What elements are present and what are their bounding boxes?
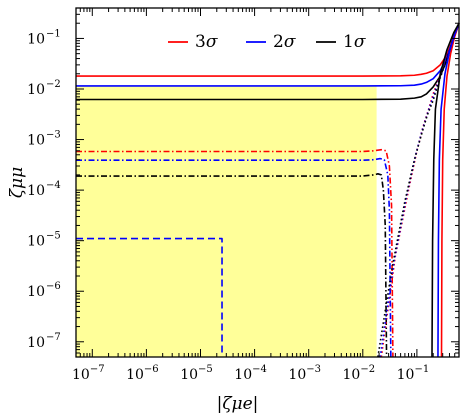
x-tick-exponent: −1	[414, 364, 429, 375]
legend-label: 3σ	[195, 32, 218, 52]
y-axis-label: ζμμ	[7, 167, 27, 198]
y-tick-exponent: −2	[46, 79, 61, 90]
y-tick-base: 10	[27, 284, 45, 300]
series-line-11-solid	[437, 22, 460, 358]
legend-label-sigma: σ	[206, 32, 218, 52]
x-tick-base: 10	[72, 367, 90, 383]
y-tick-label: 10−4	[27, 180, 61, 199]
plot-area	[76, 22, 460, 358]
axis-ticks: 10−7 10−6 10−5 10−4 10−3 10−2 10−110−710−610−5…	[27, 8, 459, 383]
x-tick-label: 10−2	[343, 364, 376, 383]
plot-frame	[75, 7, 460, 358]
y-tick-base: 10	[27, 133, 45, 149]
x-tick-base: 10	[180, 367, 198, 383]
y-tick-base: 10	[27, 335, 45, 351]
x-tick-exponent: −3	[306, 364, 321, 375]
legend-label: 1σ	[343, 32, 366, 52]
series-line-12-solid	[431, 22, 460, 358]
series-line-13-dashed	[76, 237, 223, 357]
y-tick-label: 10−2	[27, 79, 61, 98]
x-tick-base: 10	[397, 367, 415, 383]
x-tick-exponent: −4	[252, 364, 267, 375]
y-tick-base: 10	[27, 234, 45, 250]
x-tick-label: 10−1	[397, 364, 430, 383]
y-tick-base: 10	[27, 82, 45, 98]
allowed-region	[76, 85, 377, 357]
y-tick-exponent: −1	[46, 28, 61, 39]
x-axis-label: |ζμe|	[217, 394, 259, 414]
x-tick-label: 10−5	[180, 364, 213, 383]
x-tick-exponent: −7	[90, 364, 105, 375]
y-tick-label: 10−6	[27, 281, 61, 300]
y-tick-label: 10−1	[27, 28, 61, 47]
x-tick-label: 10−4	[234, 364, 267, 383]
y-tick-exponent: −4	[46, 180, 61, 191]
series-line-4-dashdot	[76, 148, 394, 358]
x-tick-label: 10−7	[72, 364, 105, 383]
y-tick-label: 10−7	[27, 332, 61, 351]
x-tick-exponent: −6	[144, 364, 159, 375]
x-tick-exponent: −5	[198, 364, 213, 375]
x-tick-exponent: −2	[360, 364, 375, 375]
y-tick-exponent: −6	[46, 281, 61, 292]
legend: 3σ 2σ 1σ	[168, 32, 366, 52]
legend-label-sigma: σ	[284, 32, 296, 52]
y-tick-label: 10−5	[27, 231, 61, 250]
legend-label-number: 2	[273, 32, 284, 52]
x-tick-label: 10−3	[288, 364, 321, 383]
y-tick-label: 10−3	[27, 130, 61, 149]
y-tick-exponent: −3	[46, 130, 61, 141]
legend-label-sigma: σ	[354, 32, 366, 52]
x-tick-base: 10	[126, 367, 144, 383]
series-line-5-dashdot	[76, 157, 392, 358]
legend-label: 2σ	[273, 32, 296, 52]
x-tick-label: 10−6	[126, 364, 159, 383]
y-tick-exponent: −5	[46, 231, 61, 242]
series-line-6-dashdot	[76, 173, 388, 358]
y-tick-base: 10	[27, 31, 45, 47]
legend-label-number: 3	[195, 32, 206, 52]
legend-label-number: 1	[343, 32, 354, 52]
y-tick-base: 10	[27, 183, 45, 199]
y-tick-exponent: −7	[46, 332, 61, 343]
x-tick-base: 10	[343, 367, 361, 383]
x-tick-base: 10	[234, 367, 252, 383]
x-tick-base: 10	[288, 367, 306, 383]
